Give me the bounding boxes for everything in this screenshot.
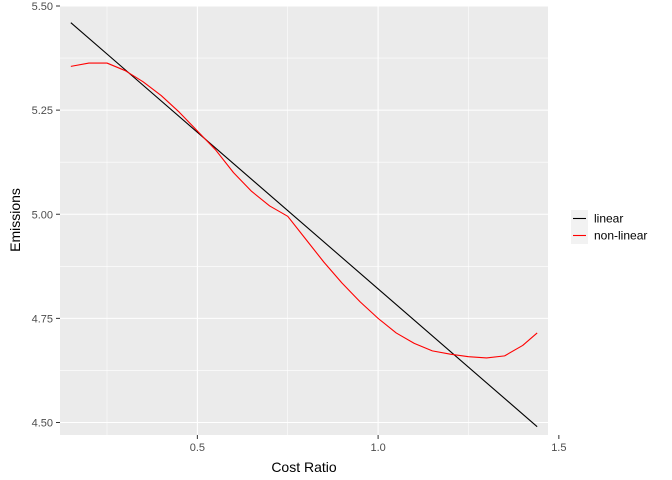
series-line-non-linear	[70, 62, 538, 359]
x-tick-labels: 0.5 1.0 1.5	[190, 442, 567, 454]
y-tick-label-0: 4.50	[32, 418, 53, 430]
y-tick-label-1: 4.75	[32, 313, 53, 325]
x-tick-label-1: 1.0	[370, 442, 385, 454]
y-tick-label-3: 5.25	[32, 105, 53, 117]
y-tick-labels: 4.50 4.75 5.00 5.25 5.50	[32, 1, 53, 430]
y-tick-label-2: 5.00	[32, 209, 53, 221]
panel-background	[60, 6, 548, 435]
series-line-linear	[70, 22, 538, 428]
legend-label-linear: linear	[594, 212, 623, 226]
y-tick-label-4: 5.50	[32, 1, 53, 13]
grid-major	[60, 5, 560, 435]
legend: linear non-linear	[571, 210, 647, 244]
grid-minor	[60, 6, 548, 435]
x-tick-label-2: 1.5	[551, 442, 566, 454]
x-axis-title: Cost Ratio	[271, 459, 337, 475]
x-tick-label-0: 0.5	[190, 442, 205, 454]
axis-ticks	[56, 5, 560, 439]
series-layer	[70, 22, 538, 428]
y-axis-title: Emissions	[7, 188, 23, 252]
legend-label-non-linear: non-linear	[594, 229, 647, 243]
